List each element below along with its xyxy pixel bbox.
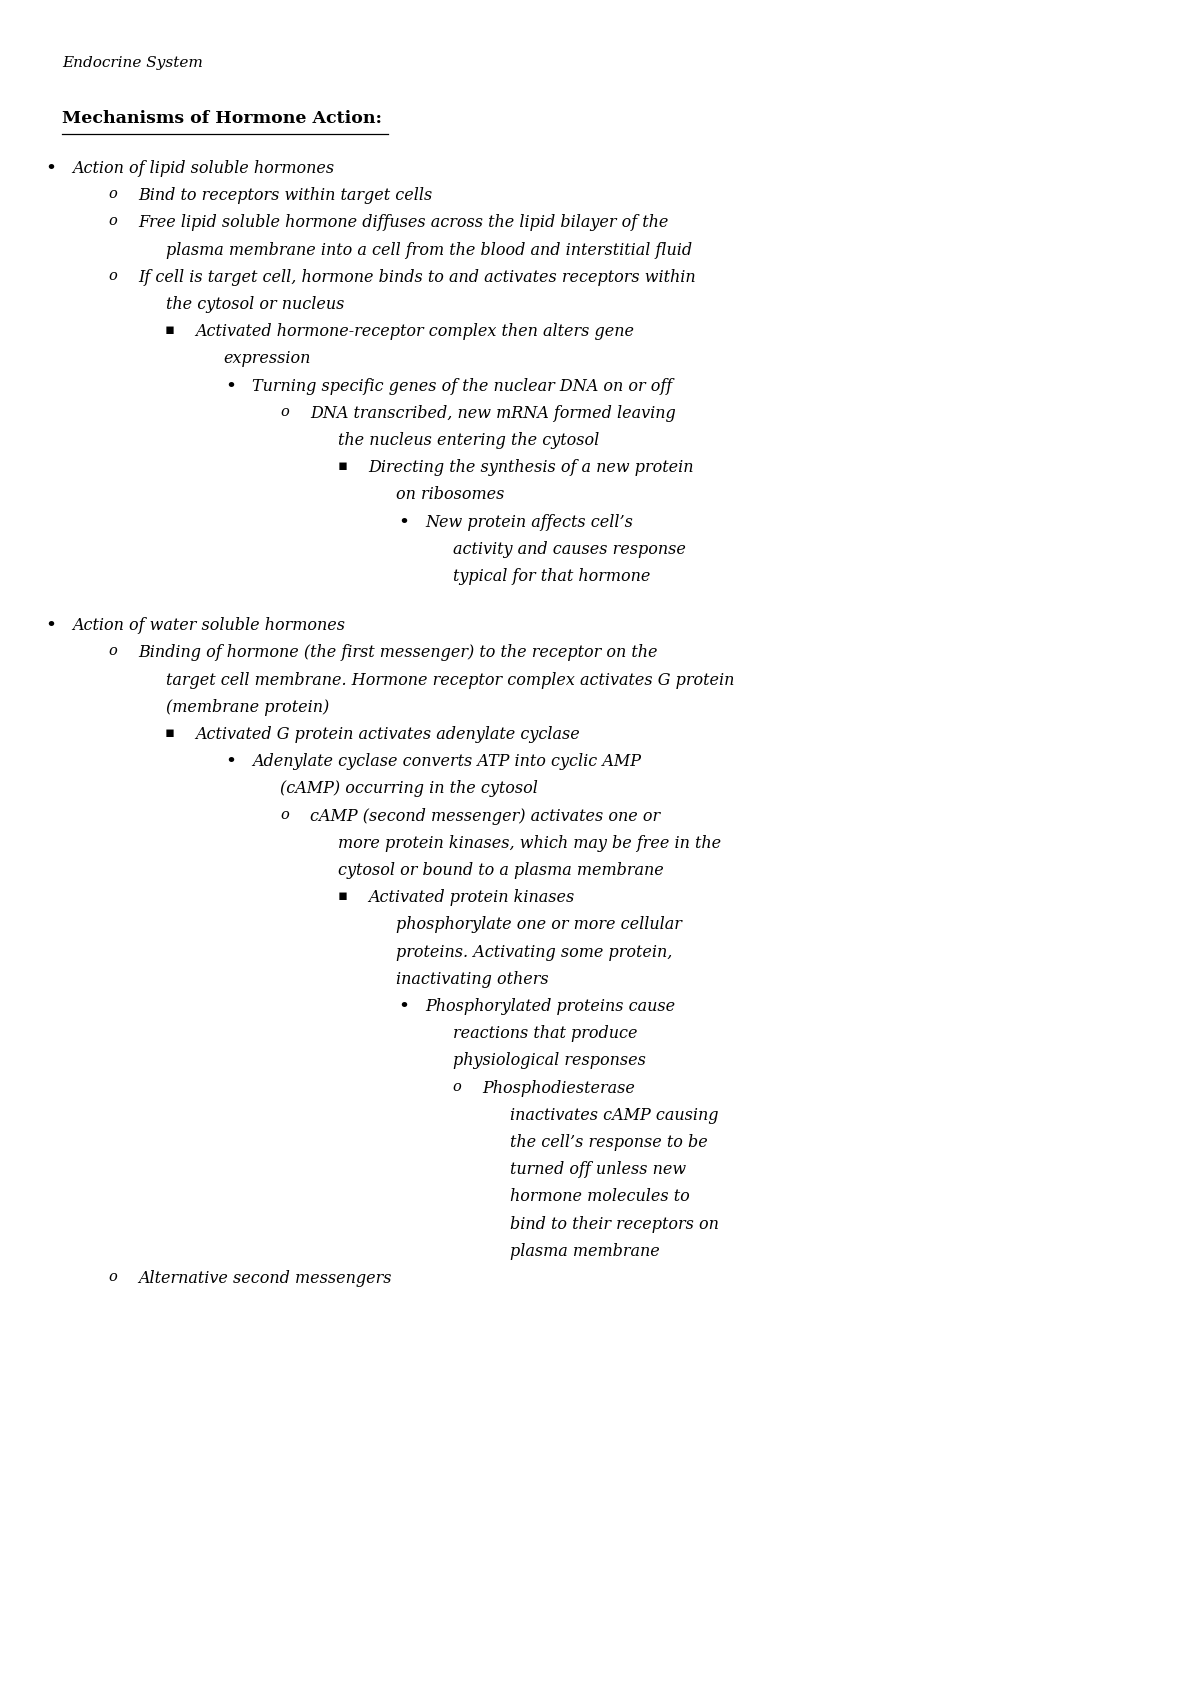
Text: ▪: ▪ <box>166 727 175 740</box>
Text: Bind to receptors within target cells: Bind to receptors within target cells <box>138 187 432 204</box>
Text: reactions that produce: reactions that produce <box>454 1026 637 1043</box>
Text: Alternative second messengers: Alternative second messengers <box>138 1270 391 1287</box>
Text: ▪: ▪ <box>166 323 175 338</box>
Text: the cytosol or nucleus: the cytosol or nucleus <box>166 295 344 312</box>
Text: Activated hormone-receptor complex then alters gene: Activated hormone-receptor complex then … <box>194 323 634 340</box>
Text: (membrane protein): (membrane protein) <box>166 700 329 717</box>
Text: Directing the synthesis of a new protein: Directing the synthesis of a new protein <box>368 458 694 475</box>
Text: hormone molecules to: hormone molecules to <box>510 1189 690 1206</box>
Text: Turning specific genes of the nuclear DNA on or off: Turning specific genes of the nuclear DN… <box>252 377 672 394</box>
Text: inactivates cAMP causing: inactivates cAMP causing <box>510 1107 719 1124</box>
Text: o: o <box>108 645 116 659</box>
Text: more protein kinases, which may be free in the: more protein kinases, which may be free … <box>338 835 721 852</box>
Text: Mechanisms of Hormone Action:: Mechanisms of Hormone Action: <box>62 110 382 127</box>
Text: Activated protein kinases: Activated protein kinases <box>368 890 575 907</box>
Text: plasma membrane into a cell from the blood and interstitial fluid: plasma membrane into a cell from the blo… <box>166 241 692 258</box>
Text: the cell’s response to be: the cell’s response to be <box>510 1134 708 1151</box>
Text: DNA transcribed, new mRNA formed leaving: DNA transcribed, new mRNA formed leaving <box>310 404 676 421</box>
Text: cAMP (second messenger) activates one or: cAMP (second messenger) activates one or <box>310 808 660 825</box>
Text: ▪: ▪ <box>338 458 348 474</box>
Text: (cAMP) occurring in the cytosol: (cAMP) occurring in the cytosol <box>280 781 538 798</box>
Text: plasma membrane: plasma membrane <box>510 1243 660 1260</box>
Text: o: o <box>452 1080 461 1094</box>
Text: Action of water soluble hormones: Action of water soluble hormones <box>72 616 346 633</box>
Text: •: • <box>46 160 56 178</box>
Text: inactivating others: inactivating others <box>396 971 548 988</box>
Text: the nucleus entering the cytosol: the nucleus entering the cytosol <box>338 431 599 448</box>
Text: typical for that hormone: typical for that hormone <box>454 569 650 586</box>
Text: o: o <box>280 404 289 419</box>
Text: •: • <box>226 377 236 396</box>
Text: bind to their receptors on: bind to their receptors on <box>510 1216 719 1233</box>
Text: on ribosomes: on ribosomes <box>396 486 504 503</box>
Text: phosphorylate one or more cellular: phosphorylate one or more cellular <box>396 917 682 934</box>
Text: o: o <box>108 187 116 200</box>
Text: Free lipid soluble hormone diffuses across the lipid bilayer of the: Free lipid soluble hormone diffuses acro… <box>138 214 668 231</box>
Text: expression: expression <box>223 350 311 367</box>
Text: o: o <box>280 808 289 822</box>
Text: •: • <box>46 616 56 635</box>
Text: Phosphorylated proteins cause: Phosphorylated proteins cause <box>425 998 676 1015</box>
Text: ▪: ▪ <box>338 890 348 903</box>
Text: Phosphodiesterase: Phosphodiesterase <box>482 1080 635 1097</box>
Text: If cell is target cell, hormone binds to and activates receptors within: If cell is target cell, hormone binds to… <box>138 268 696 285</box>
Text: o: o <box>108 1270 116 1284</box>
Text: New protein affects cell’s: New protein affects cell’s <box>425 513 632 530</box>
Text: o: o <box>108 268 116 284</box>
Text: Action of lipid soluble hormones: Action of lipid soluble hormones <box>72 160 334 177</box>
Text: •: • <box>398 513 409 531</box>
Text: •: • <box>398 998 409 1015</box>
Text: physiological responses: physiological responses <box>454 1053 646 1070</box>
Text: activity and causes response: activity and causes response <box>454 540 686 559</box>
Text: Activated G protein activates adenylate cyclase: Activated G protein activates adenylate … <box>194 727 580 744</box>
Text: Binding of hormone (the first messenger) to the receptor on the: Binding of hormone (the first messenger)… <box>138 645 658 662</box>
Text: turned off unless new: turned off unless new <box>510 1161 686 1178</box>
Text: target cell membrane. Hormone receptor complex activates G protein: target cell membrane. Hormone receptor c… <box>166 672 734 689</box>
Text: Endocrine System: Endocrine System <box>62 56 203 70</box>
Text: Adenylate cyclase converts ATP into cyclic AMP: Adenylate cyclase converts ATP into cycl… <box>252 754 641 771</box>
Text: proteins. Activating some protein,: proteins. Activating some protein, <box>396 944 672 961</box>
Text: •: • <box>226 754 236 771</box>
Text: cytosol or bound to a plasma membrane: cytosol or bound to a plasma membrane <box>338 863 664 880</box>
Text: o: o <box>108 214 116 229</box>
